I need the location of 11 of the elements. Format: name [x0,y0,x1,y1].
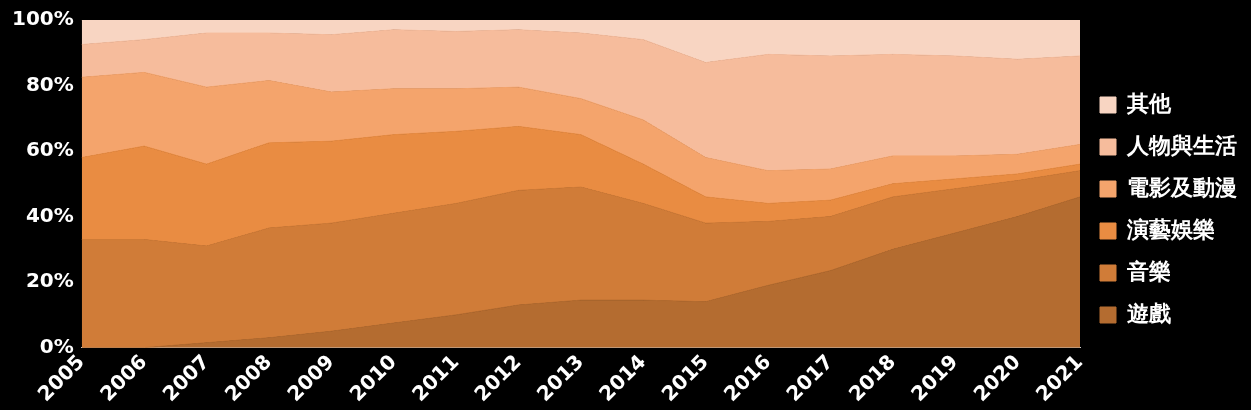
legend-label: 人物與生活 [1126,132,1237,158]
legend-label: 遊戲 [1127,300,1171,326]
legend-label: 音樂 [1126,258,1171,284]
legend-label: 其他 [1126,90,1172,116]
y-tick-label: 20% [25,268,74,293]
legend-label: 電影及動漫 [1127,174,1237,200]
y-tick-label: 100% [11,6,74,31]
y-tick-label: 80% [25,71,74,96]
y-tick-label: 40% [25,202,74,227]
legend-label: 演藝娛樂 [1126,216,1215,242]
y-tick-label: 60% [25,137,74,162]
